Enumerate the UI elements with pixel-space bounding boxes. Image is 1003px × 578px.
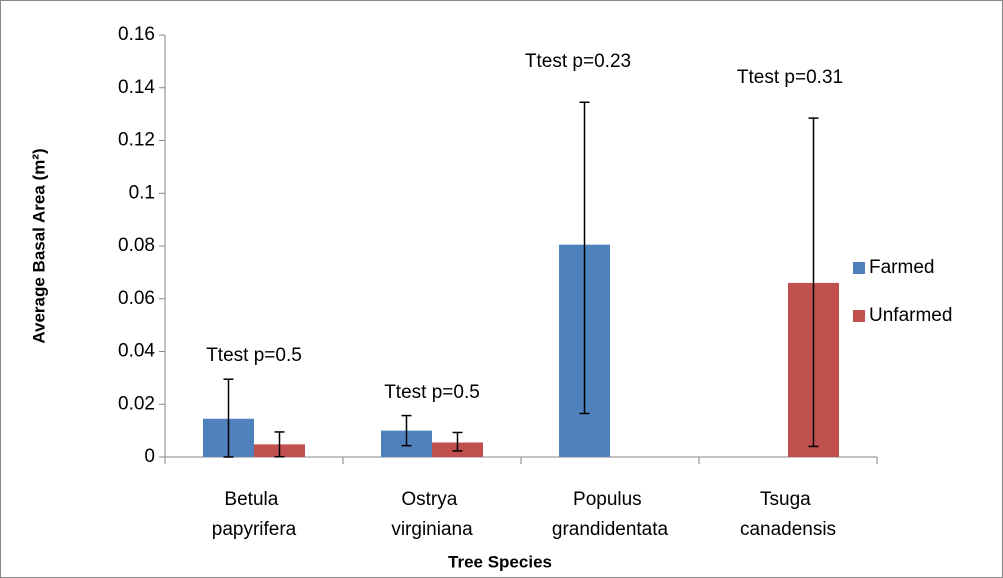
y-tick-label: 0.06 xyxy=(118,288,155,309)
legend-swatch xyxy=(853,262,865,274)
legend-swatch xyxy=(853,310,865,322)
y-tick-label: 0.04 xyxy=(118,341,155,362)
legend-label: Farmed xyxy=(869,257,934,278)
error-bar xyxy=(808,117,819,448)
x-tick-label: Ostrya virginiana xyxy=(391,489,473,540)
y-tick-label: 0.12 xyxy=(118,130,155,151)
y-axis-label: Average Basal Area (m²) xyxy=(29,148,48,343)
y-tick-label: 0.1 xyxy=(129,182,155,203)
x-tick-label: Tsuga canadensis xyxy=(740,489,836,540)
x-tick-label: Betula papyrifera xyxy=(212,489,297,540)
y-tick-label: 0 xyxy=(144,446,155,467)
error-bar xyxy=(579,101,590,415)
legend-label: Unfarmed xyxy=(869,305,952,326)
x-tick-label: Populus grandidentata xyxy=(552,489,669,540)
error-bar xyxy=(274,431,285,458)
error-bar xyxy=(452,431,463,452)
y-tick-label: 0.08 xyxy=(118,235,155,256)
annotation: Ttest p=0.5 xyxy=(384,382,480,403)
error-bar xyxy=(401,414,412,447)
annotation: Ttest p=0.5 xyxy=(206,345,302,366)
y-tick-label: 0.02 xyxy=(118,393,155,414)
error-bar xyxy=(223,378,234,458)
y-tick-label: 0.16 xyxy=(118,24,155,45)
x-axis-label: Tree Species xyxy=(448,552,552,571)
y-tick-label: 0.14 xyxy=(118,77,155,98)
annotation: Ttest p=0.31 xyxy=(737,67,843,88)
annotation: Ttest p=0.23 xyxy=(525,51,631,72)
